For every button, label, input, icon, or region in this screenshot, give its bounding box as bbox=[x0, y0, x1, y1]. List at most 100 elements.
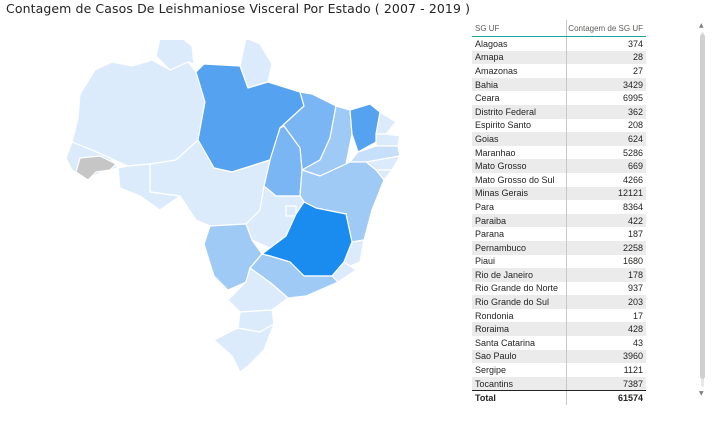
cell-count: 2258 bbox=[566, 240, 646, 255]
cell-count: 27 bbox=[566, 64, 646, 78]
cell-uf: Parana bbox=[475, 229, 505, 240]
cell-count: 428 bbox=[566, 322, 646, 337]
cell-uf: Alagoas bbox=[475, 38, 508, 49]
table-row[interactable]: Sao Paulo 3960 bbox=[472, 349, 646, 364]
cell-count: 43 bbox=[566, 336, 646, 350]
cell-count: 3960 bbox=[566, 349, 646, 364]
cell-count: 374 bbox=[566, 37, 646, 51]
cell-count: 12121 bbox=[566, 186, 646, 201]
state-rondonia[interactable] bbox=[117, 163, 181, 211]
cell-count: 208 bbox=[566, 118, 646, 133]
state-distrito-federal[interactable] bbox=[285, 205, 297, 217]
cell-uf: Tocantins bbox=[475, 378, 514, 389]
state-rio-grande-do-norte[interactable] bbox=[375, 111, 397, 135]
cell-uf: Mato Grosso bbox=[475, 161, 527, 172]
cell-uf: Rio de Janeiro bbox=[475, 269, 534, 280]
scroll-down-icon[interactable]: ▼ bbox=[699, 390, 704, 397]
table-row[interactable]: Roraima 428 bbox=[472, 322, 646, 337]
cell-uf: Roraima bbox=[475, 324, 510, 335]
table-scrollbar[interactable]: ▲ ▼ bbox=[699, 22, 706, 400]
state-parana[interactable] bbox=[227, 267, 289, 313]
table-body: Alagoas 374 Amapa 28 Amazonas 27 Bahia 3429 Cear… bbox=[472, 37, 646, 391]
cell-uf: Rondonia bbox=[475, 310, 514, 321]
table-row[interactable]: Santa Catarina 43 bbox=[472, 336, 646, 350]
brazil-map[interactable] bbox=[60, 40, 410, 380]
total-value: 61574 bbox=[566, 391, 646, 406]
cell-uf: Espirito Santo bbox=[475, 120, 532, 131]
cell-count: 203 bbox=[566, 295, 646, 309]
cell-count: 17 bbox=[566, 308, 646, 323]
cell-uf: Rio Grande do Sul bbox=[475, 297, 550, 308]
table-row[interactable]: Paraiba 422 bbox=[472, 213, 646, 228]
cell-uf: Piaui bbox=[475, 256, 496, 267]
cell-uf: Ceara bbox=[475, 93, 500, 104]
cell-count: 422 bbox=[566, 213, 646, 228]
state-no-data[interactable] bbox=[75, 155, 117, 181]
table-row[interactable]: Rondonia 17 bbox=[472, 308, 646, 323]
cell-count: 1680 bbox=[566, 254, 646, 269]
cell-count: 669 bbox=[566, 159, 646, 173]
cell-uf: Amapa bbox=[475, 52, 504, 63]
table-row[interactable]: Distrito Federal 362 bbox=[472, 104, 646, 119]
table-row[interactable]: Rio Grande do Sul 203 bbox=[472, 295, 646, 309]
table-total-row: Total 61574 bbox=[472, 390, 646, 406]
cell-uf: Minas Gerais bbox=[475, 188, 529, 199]
state-rio-grande-do-sul[interactable] bbox=[213, 323, 275, 373]
cell-count: 4266 bbox=[566, 172, 646, 187]
table-row[interactable]: Para 8364 bbox=[472, 200, 646, 214]
column-header-uf[interactable]: SG UF bbox=[475, 23, 500, 33]
table-row[interactable]: Parana 187 bbox=[472, 227, 646, 241]
cases-table[interactable]: SG UF Contagem de SG UF Alagoas 374 Amapa 2… bbox=[472, 20, 646, 406]
total-label: Total bbox=[475, 393, 496, 404]
cell-uf: Rio Grande do Norte bbox=[475, 283, 559, 294]
page-title: Contagem de Casos De Leishmaniose Viscer… bbox=[6, 1, 471, 16]
cell-count: 1121 bbox=[566, 363, 646, 377]
cell-uf: Sao Paulo bbox=[475, 351, 517, 362]
cell-count: 937 bbox=[566, 281, 646, 296]
state-espirito-santo[interactable] bbox=[343, 239, 365, 267]
table-row[interactable]: Amapa 28 bbox=[472, 50, 646, 65]
state-roraima[interactable] bbox=[155, 40, 195, 71]
cell-count: 3429 bbox=[566, 77, 646, 92]
table-row[interactable]: Amazonas 27 bbox=[472, 64, 646, 78]
cell-count: 362 bbox=[566, 104, 646, 119]
table-row[interactable]: Piaui 1680 bbox=[472, 254, 646, 269]
table-row[interactable]: Rio Grande do Norte 937 bbox=[472, 281, 646, 296]
cell-uf: Maranhao bbox=[475, 147, 516, 158]
table-row[interactable]: Rio de Janeiro 178 bbox=[472, 268, 646, 282]
table-row[interactable]: Mato Grosso do Sul 4266 bbox=[472, 172, 646, 187]
table-row[interactable]: Sergipe 1121 bbox=[472, 363, 646, 377]
table-row[interactable]: Espirito Santo 208 bbox=[472, 118, 646, 133]
column-header-count[interactable]: Contagem de SG UF bbox=[566, 20, 646, 36]
cell-count: 178 bbox=[566, 268, 646, 282]
table-row[interactable]: Ceara 6995 bbox=[472, 91, 646, 105]
table-row[interactable]: Tocantins 7387 bbox=[472, 376, 646, 391]
table-row[interactable]: Pernambuco 2258 bbox=[472, 240, 646, 255]
cell-uf: Goias bbox=[475, 133, 499, 144]
table-row[interactable]: Alagoas 374 bbox=[472, 37, 646, 51]
cell-uf: Sergipe bbox=[475, 365, 507, 376]
cell-uf: Santa Catarina bbox=[475, 337, 536, 348]
cell-count: 8364 bbox=[566, 200, 646, 214]
cell-count: 187 bbox=[566, 227, 646, 241]
table-row[interactable]: Minas Gerais 12121 bbox=[472, 186, 646, 201]
cell-uf: Distrito Federal bbox=[475, 106, 537, 117]
cell-uf: Mato Grosso do Sul bbox=[475, 174, 555, 185]
cell-uf: Amazonas bbox=[475, 65, 518, 76]
cell-count: 6995 bbox=[566, 91, 646, 105]
table-header: SG UF Contagem de SG UF bbox=[472, 20, 646, 37]
table-row[interactable]: Mato Grosso 669 bbox=[472, 159, 646, 173]
cell-count: 28 bbox=[566, 50, 646, 65]
scroll-up-icon[interactable]: ▲ bbox=[699, 22, 704, 29]
table-row[interactable]: Maranhao 5286 bbox=[472, 145, 646, 160]
table-row[interactable]: Bahia 3429 bbox=[472, 77, 646, 92]
cell-uf: Paraiba bbox=[475, 215, 507, 226]
state-paraiba[interactable] bbox=[375, 133, 401, 147]
cell-uf: Bahia bbox=[475, 79, 499, 90]
cell-count: 624 bbox=[566, 132, 646, 146]
table-row[interactable]: Goias 624 bbox=[472, 132, 646, 146]
cell-count: 5286 bbox=[566, 145, 646, 160]
cell-count: 7387 bbox=[566, 376, 646, 391]
cell-uf: Para bbox=[475, 201, 495, 212]
scrollbar-thumb[interactable] bbox=[700, 34, 705, 379]
